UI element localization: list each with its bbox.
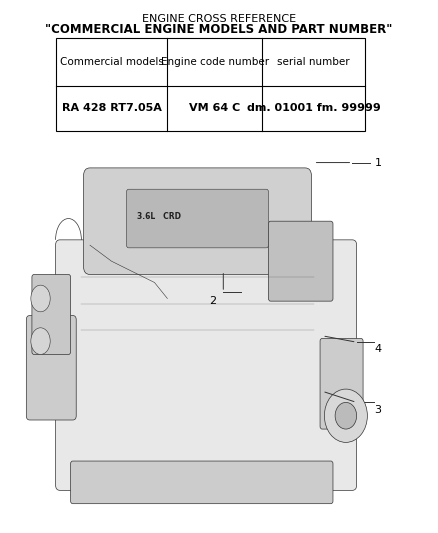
Ellipse shape	[31, 328, 50, 354]
Text: 3: 3	[374, 406, 381, 415]
FancyBboxPatch shape	[268, 221, 333, 301]
FancyBboxPatch shape	[56, 240, 357, 490]
Ellipse shape	[325, 389, 367, 442]
Text: 2: 2	[209, 296, 216, 306]
FancyBboxPatch shape	[84, 168, 311, 274]
Text: Engine code number: Engine code number	[161, 58, 269, 67]
Text: RA 428 RT7.05A: RA 428 RT7.05A	[62, 103, 162, 114]
Text: serial number: serial number	[277, 58, 350, 67]
Text: "COMMERCIAL ENGINE MODELS AND PART NUMBER": "COMMERCIAL ENGINE MODELS AND PART NUMBE…	[45, 23, 393, 36]
Bar	[56, 38, 365, 131]
FancyBboxPatch shape	[26, 316, 76, 420]
Text: dm. 01001 fm. 99999: dm. 01001 fm. 99999	[247, 103, 381, 114]
Text: 4: 4	[374, 344, 381, 354]
Ellipse shape	[335, 402, 357, 429]
FancyBboxPatch shape	[32, 274, 71, 354]
Text: ENGINE CROSS REFERENCE: ENGINE CROSS REFERENCE	[142, 14, 296, 23]
Text: 3.6L   CRD: 3.6L CRD	[137, 213, 181, 221]
Text: Commercial models: Commercial models	[60, 58, 163, 67]
Text: 1: 1	[374, 158, 381, 167]
Text: VM 64 C: VM 64 C	[189, 103, 240, 114]
Ellipse shape	[31, 285, 50, 312]
FancyBboxPatch shape	[71, 461, 333, 504]
FancyBboxPatch shape	[127, 189, 268, 248]
FancyBboxPatch shape	[320, 338, 363, 429]
